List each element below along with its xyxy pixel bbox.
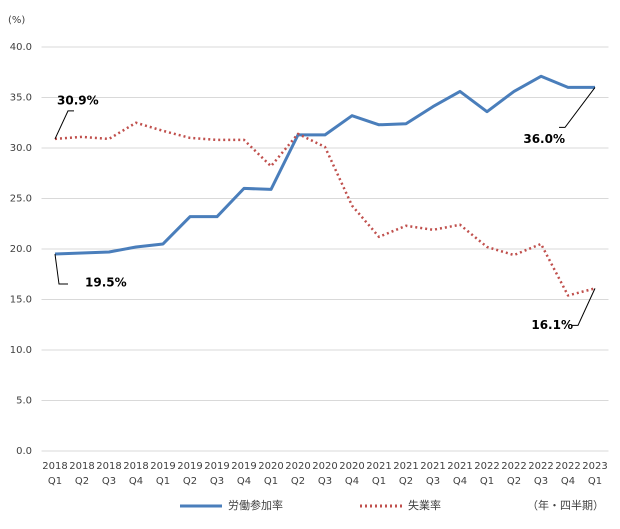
legend-label: 失業率 xyxy=(408,498,441,512)
data-label: 36.0% xyxy=(523,132,565,146)
x-tick-label: 2020 Q2 xyxy=(285,461,310,487)
x-tick-label: 2018 Q2 xyxy=(69,461,94,487)
y-tick-label: 35.0 xyxy=(10,93,32,104)
x-tick-year: 2020 xyxy=(312,461,337,472)
y-tick-label: 15.0 xyxy=(10,295,32,306)
x-tick-label: 2021 Q2 xyxy=(393,461,418,487)
x-tick-year: 2021 xyxy=(393,461,418,472)
x-tick-quarter: Q4 xyxy=(561,476,575,487)
x-tick-label: 2021 Q1 xyxy=(366,461,391,487)
x-tick-quarter: Q1 xyxy=(480,476,494,487)
leader-line xyxy=(559,87,596,128)
x-tick-year: 2019 xyxy=(204,461,229,472)
data-label: 30.9% xyxy=(57,93,99,107)
data-label: 19.5% xyxy=(85,276,127,290)
x-tick-year: 2019 xyxy=(177,461,202,472)
x-tick-label: 2019 Q1 xyxy=(150,461,175,487)
leader-line xyxy=(572,288,596,326)
x-tick-label: 2018 Q3 xyxy=(96,461,121,487)
x-tick-year: 2021 xyxy=(447,461,472,472)
x-tick-year: 2022 xyxy=(528,461,553,472)
x-tick-quarter: Q2 xyxy=(183,476,197,487)
series-line xyxy=(54,74,595,256)
x-tick-quarter: Q3 xyxy=(426,476,440,487)
y-tick-label: 30.0 xyxy=(10,143,32,154)
x-tick-label: 2018 Q4 xyxy=(123,461,148,487)
y-tick-label: 20.0 xyxy=(10,244,32,255)
x-tick-label: 2021 Q3 xyxy=(420,461,445,487)
x-tick-label: 2022 Q4 xyxy=(555,461,580,487)
legend-label: 労働参加率 xyxy=(228,498,283,512)
series-line xyxy=(54,121,596,297)
x-tick-year: 2018 xyxy=(96,461,121,472)
x-tick-quarter: Q3 xyxy=(534,476,548,487)
x-tick-label: 2019 Q3 xyxy=(204,461,229,487)
x-tick-label: 2020 Q1 xyxy=(258,461,283,487)
x-tick-year: 2020 xyxy=(258,461,283,472)
x-tick-quarter: Q2 xyxy=(507,476,521,487)
x-tick-quarter: Q1 xyxy=(156,476,170,487)
y-unit: (%) xyxy=(8,15,25,26)
x-tick-quarter: Q4 xyxy=(129,476,143,487)
y-tick-label: 10.0 xyxy=(10,345,32,356)
leader-line xyxy=(54,253,68,285)
x-tick-year: 2018 xyxy=(123,461,148,472)
x-tick-year: 2019 xyxy=(150,461,175,472)
x-tick-year: 2021 xyxy=(420,461,445,472)
x-tick-label: 2023 Q1 xyxy=(582,461,607,487)
x-tick-quarter: Q1 xyxy=(372,476,386,487)
x-tick-year: 2020 xyxy=(285,461,310,472)
x-tick-quarter: Q2 xyxy=(399,476,413,487)
x-tick-year: 2022 xyxy=(501,461,526,472)
x-tick-quarter: Q2 xyxy=(75,476,89,487)
x-tick-label: 2022 Q3 xyxy=(528,461,553,487)
x-tick-label: 2021 Q4 xyxy=(447,461,472,487)
x-tick-label: 2018 Q1 xyxy=(42,461,67,487)
x-unit: （年・四半期） xyxy=(527,498,604,512)
x-tick-label: 2022 Q1 xyxy=(474,461,499,487)
x-tick-quarter: Q2 xyxy=(291,476,305,487)
x-tick-quarter: Q1 xyxy=(588,476,602,487)
y-tick-label: 25.0 xyxy=(10,194,32,205)
x-tick-quarter: Q3 xyxy=(318,476,332,487)
x-tick-quarter: Q3 xyxy=(210,476,224,487)
x-tick-quarter: Q3 xyxy=(102,476,116,487)
x-tick-label: 2020 Q3 xyxy=(312,461,337,487)
x-tick-quarter: Q1 xyxy=(264,476,278,487)
x-tick-year: 2023 xyxy=(582,461,607,472)
leader-line xyxy=(54,110,74,140)
x-tick-label: 2019 Q4 xyxy=(231,461,256,487)
x-tick-year: 2018 xyxy=(42,461,67,472)
x-tick-year: 2019 xyxy=(231,461,256,472)
x-tick-quarter: Q4 xyxy=(345,476,359,487)
x-tick-year: 2022 xyxy=(555,461,580,472)
x-tick-label: 2022 Q2 xyxy=(501,461,526,487)
x-tick-year: 2021 xyxy=(366,461,391,472)
x-tick-year: 2018 xyxy=(69,461,94,472)
x-tick-label: 2019 Q2 xyxy=(177,461,202,487)
data-label: 16.1% xyxy=(531,318,573,332)
x-tick-label: 2020 Q4 xyxy=(339,461,364,487)
x-tick-quarter: Q1 xyxy=(48,476,62,487)
x-tick-quarter: Q4 xyxy=(453,476,467,487)
y-tick-label: 40.0 xyxy=(10,42,32,53)
y-tick-label: 0.0 xyxy=(16,446,32,457)
x-tick-quarter: Q4 xyxy=(237,476,251,487)
x-tick-year: 2020 xyxy=(339,461,364,472)
y-tick-label: 5.0 xyxy=(16,396,32,407)
x-tick-year: 2022 xyxy=(474,461,499,472)
